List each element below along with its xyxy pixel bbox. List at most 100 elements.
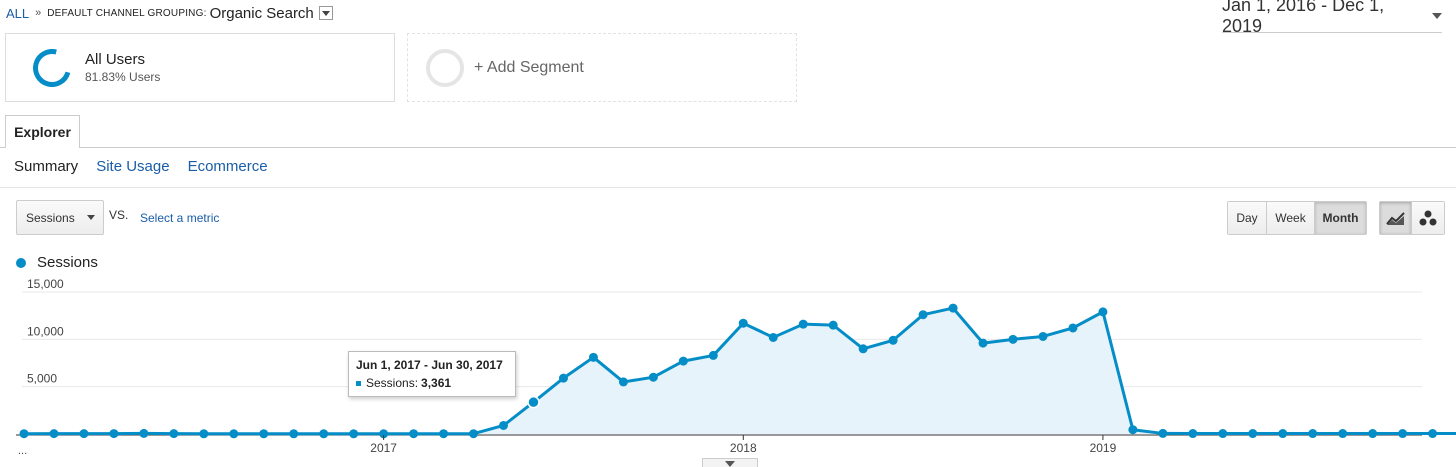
data-point <box>1278 429 1288 439</box>
line-chart-view-button[interactable] <box>1380 202 1412 234</box>
chart-view-toggle <box>1379 201 1445 235</box>
data-point <box>858 344 868 354</box>
tooltip-label: Sessions: <box>366 376 419 390</box>
data-point <box>1158 428 1168 438</box>
data-point <box>319 429 329 439</box>
data-point <box>199 429 209 439</box>
vs-label: VS. <box>109 208 129 222</box>
sessions-chart: 15,000 10,000 5,000 2017 2018 2019... <box>16 277 1456 457</box>
breadcrumb-separator: » <box>35 7 42 19</box>
date-range-text: Jan 1, 2016 - Dec 1, 2019 <box>1222 0 1385 36</box>
data-point <box>169 429 179 439</box>
breadcrumb: ALL » DEFAULT CHANNEL GROUPING: Organic … <box>6 4 333 22</box>
breadcrumb-all-link[interactable]: ALL <box>6 5 30 21</box>
add-segment-label: + Add Segment <box>474 58 584 76</box>
data-point <box>1368 429 1378 439</box>
breadcrumb-dimension: DEFAULT CHANNEL GROUPING: <box>47 7 207 19</box>
period-toggle: Day Week Month <box>1227 201 1367 235</box>
explorer-subtabs: Summary Site Usage Ecommerce <box>14 158 286 175</box>
chevron-down-icon <box>87 215 95 220</box>
tab-explorer[interactable]: Explorer <box>5 115 80 148</box>
series-area <box>24 308 1456 434</box>
data-point <box>1188 429 1198 439</box>
data-point <box>469 429 479 439</box>
data-point <box>678 356 688 366</box>
data-point <box>948 303 958 313</box>
data-point <box>527 395 540 409</box>
week-button[interactable]: Week <box>1266 202 1314 234</box>
subtab-site-usage[interactable]: Site Usage <box>96 158 170 175</box>
data-point <box>1098 307 1108 317</box>
data-point <box>1398 429 1408 439</box>
data-point <box>259 429 269 439</box>
data-point <box>289 429 299 439</box>
tooltip-value: 3,361 <box>421 376 452 390</box>
data-point <box>588 352 598 362</box>
data-point <box>918 310 928 320</box>
chart-tooltip: Jun 1, 2017 - Jun 30, 2017 Sessions: 3,3… <box>348 351 516 397</box>
chart-legend: Sessions <box>16 254 98 271</box>
subtab-summary[interactable]: Summary <box>14 158 79 175</box>
y-tick-label: 5,000 <box>27 372 57 386</box>
select-metric-link[interactable]: Select a metric <box>140 211 220 225</box>
legend-marker <box>16 257 26 268</box>
data-point <box>1068 323 1078 333</box>
date-range-picker[interactable]: Jan 1, 2016 - Dec 1, 2019 <box>1222 0 1442 36</box>
data-point <box>618 377 628 387</box>
y-tick-label: 15,000 <box>27 277 64 291</box>
data-point <box>888 335 898 345</box>
empty-ring-icon <box>426 48 464 87</box>
data-point <box>978 338 988 348</box>
data-point <box>1428 429 1438 439</box>
data-point <box>1338 429 1348 439</box>
breadcrumb-dropdown-icon[interactable] <box>318 6 333 20</box>
tooltip-title: Jun 1, 2017 - Jun 30, 2017 <box>356 358 503 372</box>
data-point <box>798 319 808 329</box>
month-button[interactable]: Month <box>1314 202 1366 234</box>
add-segment-button[interactable]: + Add Segment <box>407 33 797 102</box>
data-point <box>349 429 359 439</box>
data-point <box>648 372 658 382</box>
segment-subtitle: 81.83% Users <box>85 70 161 84</box>
chart-collapse-handle[interactable] <box>702 458 758 467</box>
subtab-divider <box>0 187 1456 188</box>
tooltip-marker <box>356 380 361 386</box>
data-point <box>558 373 568 383</box>
motion-chart-view-button[interactable] <box>1412 202 1444 234</box>
legend-label: Sessions <box>37 254 98 271</box>
data-point <box>109 429 119 439</box>
data-point <box>499 420 509 430</box>
segment-all-users[interactable]: All Users 81.83% Users <box>5 33 395 102</box>
segment-title: All Users <box>85 51 146 68</box>
metric-select-value: Sessions <box>26 210 75 225</box>
day-button[interactable]: Day <box>1228 202 1266 234</box>
breadcrumb-value: Organic Search <box>209 4 314 22</box>
x-start-label: ... <box>18 445 27 457</box>
subtab-ecommerce[interactable]: Ecommerce <box>187 158 268 175</box>
x-tick-label: 2019 <box>1090 441 1117 455</box>
data-point <box>1248 429 1258 439</box>
tab-divider <box>0 147 1456 148</box>
data-point <box>768 332 778 342</box>
data-point <box>79 429 89 439</box>
data-point <box>19 429 29 439</box>
x-tick-label: 2018 <box>730 441 757 455</box>
data-point <box>1218 429 1228 439</box>
y-tick-label: 10,000 <box>27 324 64 338</box>
data-point <box>439 429 449 439</box>
data-point <box>139 428 149 438</box>
data-point <box>1308 429 1318 439</box>
metric-select[interactable]: Sessions <box>16 200 104 235</box>
chevron-down-icon <box>1432 13 1442 19</box>
data-point <box>738 318 748 328</box>
data-point <box>1128 425 1138 435</box>
segment-ring-icon <box>26 41 78 94</box>
line-chart-icon <box>1385 212 1405 225</box>
data-point <box>379 429 389 439</box>
data-point <box>49 429 59 439</box>
data-point <box>1008 334 1018 344</box>
data-point <box>708 350 718 360</box>
data-point <box>1038 331 1048 341</box>
data-point <box>828 320 838 330</box>
data-point <box>229 429 239 439</box>
